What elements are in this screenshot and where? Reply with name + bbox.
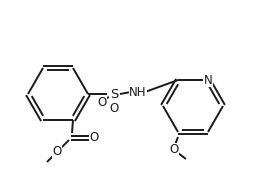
Text: NH: NH	[129, 86, 147, 99]
Text: N: N	[204, 74, 212, 86]
Text: O: O	[169, 143, 179, 156]
Text: S: S	[110, 87, 118, 101]
Text: O: O	[109, 102, 119, 114]
Text: O: O	[52, 146, 62, 158]
Text: O: O	[89, 131, 99, 145]
Text: O: O	[97, 96, 107, 108]
